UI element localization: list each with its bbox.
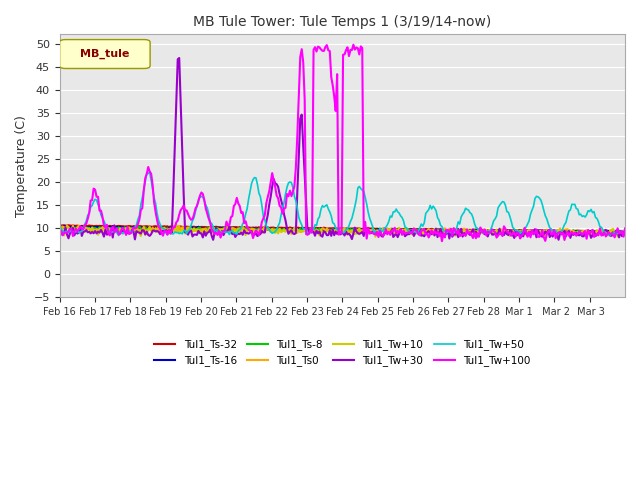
- Tul1_Tw+50: [461, 205, 469, 211]
- Tul1_Tw+100: [620, 234, 627, 240]
- Tul1_Tw+100: [438, 238, 446, 244]
- Line: Tul1_Tw+10: Tul1_Tw+10: [60, 225, 625, 237]
- Y-axis label: Temperature (C): Temperature (C): [15, 115, 28, 216]
- Tul1_Ts0: [76, 224, 84, 230]
- Tul1_Tw+30: [209, 237, 217, 243]
- Tul1_Ts0: [615, 232, 623, 238]
- Tul1_Tw+50: [56, 227, 63, 232]
- Tul1_Tw+100: [75, 227, 83, 232]
- Tul1_Ts-32: [60, 222, 68, 228]
- Tul1_Tw+100: [461, 233, 469, 239]
- Tul1_Ts-32: [76, 223, 84, 229]
- Tul1_Tw+10: [93, 229, 100, 235]
- Tul1_Ts-32: [621, 228, 629, 234]
- Title: MB Tule Tower: Tule Temps 1 (3/19/14-now): MB Tule Tower: Tule Temps 1 (3/19/14-now…: [193, 15, 492, 29]
- Tul1_Ts-16: [56, 224, 63, 230]
- Tul1_Tw+30: [621, 230, 629, 236]
- Tul1_Tw+100: [56, 228, 63, 233]
- Text: MB_tule: MB_tule: [80, 49, 129, 59]
- Tul1_Ts0: [621, 232, 629, 238]
- Tul1_Ts-8: [618, 230, 626, 236]
- Legend: Tul1_Ts-32, Tul1_Ts-16, Tul1_Ts-8, Tul1_Ts0, Tul1_Tw+10, Tul1_Tw+30, Tul1_Tw+50,: Tul1_Ts-32, Tul1_Ts-16, Tul1_Ts-8, Tul1_…: [150, 335, 534, 371]
- Tul1_Ts-8: [76, 225, 84, 230]
- Line: Tul1_Ts-32: Tul1_Ts-32: [60, 225, 625, 232]
- Tul1_Tw+50: [93, 197, 100, 203]
- Line: Tul1_Tw+30: Tul1_Tw+30: [60, 58, 625, 240]
- Tul1_Tw+10: [372, 234, 380, 240]
- Tul1_Ts-16: [581, 229, 589, 235]
- Tul1_Tw+10: [348, 228, 356, 233]
- Tul1_Tw+10: [75, 225, 83, 231]
- Tul1_Tw+50: [115, 233, 122, 239]
- Tul1_Tw+10: [172, 222, 180, 228]
- Tul1_Tw+50: [620, 229, 627, 235]
- Tul1_Ts-8: [94, 226, 102, 232]
- Tul1_Tw+50: [349, 210, 357, 216]
- Tul1_Ts-8: [545, 228, 552, 234]
- Line: Tul1_Tw+100: Tul1_Tw+100: [60, 45, 625, 241]
- Tul1_Tw+100: [349, 42, 357, 48]
- Tul1_Ts-16: [620, 229, 627, 235]
- Tul1_Tw+100: [347, 47, 355, 53]
- Tul1_Tw+30: [56, 234, 63, 240]
- Tul1_Ts0: [56, 227, 63, 232]
- Tul1_Ts-8: [621, 231, 629, 237]
- Tul1_Tw+10: [620, 230, 627, 236]
- Tul1_Ts-8: [460, 228, 468, 233]
- Tul1_Ts-16: [621, 228, 629, 234]
- Line: Tul1_Ts-16: Tul1_Ts-16: [60, 226, 625, 232]
- Tul1_Ts0: [75, 223, 83, 228]
- Tul1_Tw+50: [146, 169, 154, 175]
- Tul1_Ts0: [460, 226, 468, 231]
- Tul1_Tw+100: [621, 226, 629, 231]
- Line: Tul1_Ts-8: Tul1_Ts-8: [60, 227, 625, 234]
- Tul1_Ts-32: [545, 228, 552, 234]
- Line: Tul1_Tw+50: Tul1_Tw+50: [60, 172, 625, 236]
- Tul1_Tw+30: [461, 232, 469, 238]
- Line: Tul1_Ts0: Tul1_Ts0: [60, 226, 625, 235]
- Tul1_Ts-16: [348, 227, 356, 232]
- Tul1_Tw+10: [56, 226, 63, 232]
- Tul1_Ts-8: [56, 226, 63, 231]
- Tul1_Tw+50: [75, 230, 83, 236]
- Tul1_Tw+30: [620, 232, 627, 238]
- Tul1_Ts-16: [76, 224, 84, 230]
- FancyBboxPatch shape: [60, 39, 150, 69]
- Tul1_Ts0: [348, 229, 356, 235]
- Tul1_Tw+100: [546, 227, 554, 233]
- Tul1_Ts0: [620, 230, 627, 236]
- Tul1_Tw+10: [546, 232, 554, 238]
- Tul1_Ts-32: [94, 223, 102, 229]
- Tul1_Ts-32: [618, 228, 626, 234]
- Tul1_Ts-32: [620, 229, 627, 235]
- Tul1_Ts-8: [58, 224, 65, 229]
- Tul1_Ts-32: [348, 226, 356, 231]
- Tul1_Tw+30: [175, 55, 183, 61]
- Tul1_Tw+30: [349, 231, 357, 237]
- Tul1_Tw+10: [621, 231, 629, 237]
- Tul1_Tw+100: [93, 194, 100, 200]
- Tul1_Ts-16: [545, 228, 552, 234]
- Tul1_Tw+30: [75, 230, 83, 236]
- Tul1_Tw+30: [93, 230, 100, 236]
- Tul1_Ts0: [94, 228, 102, 233]
- Tul1_Ts-8: [348, 228, 356, 233]
- Tul1_Ts-16: [94, 224, 102, 230]
- Tul1_Tw+30: [546, 234, 554, 240]
- Tul1_Tw+10: [461, 229, 469, 235]
- Tul1_Tw+50: [621, 232, 629, 238]
- Tul1_Ts-16: [60, 223, 68, 229]
- Tul1_Tw+50: [546, 225, 554, 231]
- Tul1_Ts-32: [460, 227, 468, 233]
- Tul1_Ts-32: [56, 223, 63, 228]
- Tul1_Ts-16: [460, 228, 468, 233]
- Tul1_Ts0: [545, 229, 552, 235]
